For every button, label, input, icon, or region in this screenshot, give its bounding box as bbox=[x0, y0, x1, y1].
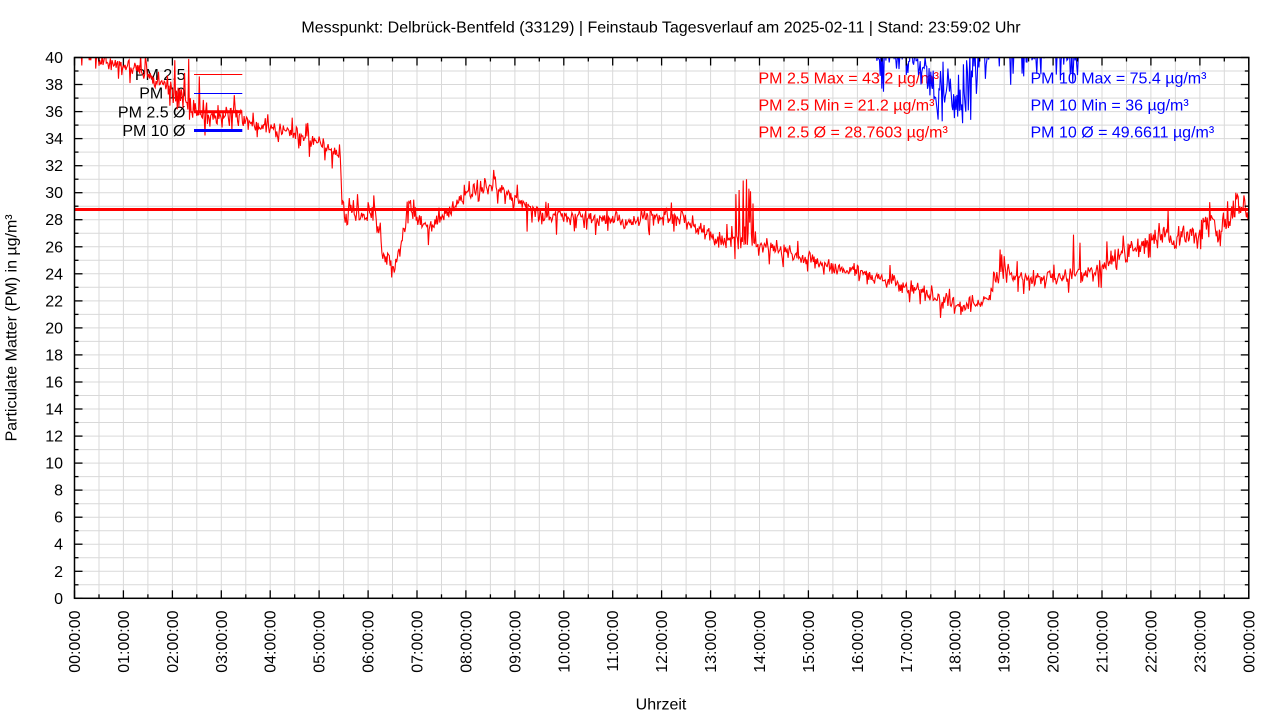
svg-text:32: 32 bbox=[45, 158, 63, 175]
svg-text:10:00:00: 10:00:00 bbox=[556, 610, 573, 672]
svg-text:11:00:00: 11:00:00 bbox=[605, 610, 622, 671]
svg-text:06:00:00: 06:00:00 bbox=[361, 610, 378, 672]
svg-text:10: 10 bbox=[45, 456, 63, 473]
svg-text:20: 20 bbox=[45, 320, 63, 337]
svg-text:04:00:00: 04:00:00 bbox=[263, 610, 280, 672]
svg-text:16:00:00: 16:00:00 bbox=[850, 610, 867, 672]
svg-text:36: 36 bbox=[45, 104, 63, 121]
svg-text:6: 6 bbox=[54, 510, 63, 527]
svg-text:2: 2 bbox=[54, 564, 63, 581]
svg-text:02:00:00: 02:00:00 bbox=[165, 610, 182, 672]
svg-text:PM 2.5 Ø: PM 2.5 Ø bbox=[118, 104, 186, 121]
svg-text:00:00:00: 00:00:00 bbox=[1241, 610, 1258, 672]
svg-text:PM 10 Ø: PM 10 Ø bbox=[122, 123, 185, 140]
svg-text:05:00:00: 05:00:00 bbox=[312, 610, 329, 672]
svg-text:38: 38 bbox=[45, 77, 63, 94]
svg-text:14: 14 bbox=[45, 401, 63, 418]
svg-text:24: 24 bbox=[45, 266, 63, 283]
svg-text:08:00:00: 08:00:00 bbox=[458, 610, 475, 672]
svg-text:34: 34 bbox=[45, 131, 63, 148]
svg-text:22: 22 bbox=[45, 293, 63, 310]
svg-text:17:00:00: 17:00:00 bbox=[899, 610, 916, 672]
svg-text:PM 2.5 Min = 21.2 µg/m³: PM 2.5 Min = 21.2 µg/m³ bbox=[759, 97, 936, 114]
svg-text:Particulate Matter (PM) in µg/: Particulate Matter (PM) in µg/m³ bbox=[3, 214, 20, 442]
svg-text:07:00:00: 07:00:00 bbox=[409, 610, 426, 672]
svg-text:PM 2.5 Max = 43.2 µg/m³: PM 2.5 Max = 43.2 µg/m³ bbox=[759, 70, 940, 87]
svg-text:PM 10 Min = 36 µg/m³: PM 10 Min = 36 µg/m³ bbox=[1031, 97, 1190, 114]
svg-text:26: 26 bbox=[45, 239, 63, 256]
svg-text:PM 2.5 Ø = 28.7603 µg/m³: PM 2.5 Ø = 28.7603 µg/m³ bbox=[759, 124, 949, 141]
svg-text:Uhrzeit: Uhrzeit bbox=[636, 696, 687, 713]
svg-text:4: 4 bbox=[54, 537, 63, 554]
svg-text:16: 16 bbox=[45, 374, 63, 391]
svg-text:28: 28 bbox=[45, 212, 63, 229]
svg-text:03:00:00: 03:00:00 bbox=[214, 610, 231, 672]
svg-text:22:00:00: 22:00:00 bbox=[1143, 610, 1160, 672]
svg-text:PM 2.5: PM 2.5 bbox=[135, 67, 186, 84]
svg-text:18:00:00: 18:00:00 bbox=[948, 610, 965, 672]
svg-text:09:00:00: 09:00:00 bbox=[507, 610, 524, 672]
svg-text:8: 8 bbox=[54, 483, 63, 500]
svg-text:18: 18 bbox=[45, 347, 63, 364]
svg-text:0: 0 bbox=[54, 591, 63, 608]
svg-text:PM 10 Max = 75.4 µg/m³: PM 10 Max = 75.4 µg/m³ bbox=[1031, 70, 1208, 87]
svg-text:19:00:00: 19:00:00 bbox=[997, 610, 1014, 672]
svg-text:20:00:00: 20:00:00 bbox=[1046, 610, 1063, 672]
svg-text:01:00:00: 01:00:00 bbox=[116, 610, 133, 672]
svg-text:00:00:00: 00:00:00 bbox=[67, 610, 84, 672]
svg-text:13:00:00: 13:00:00 bbox=[703, 610, 720, 672]
svg-text:30: 30 bbox=[45, 185, 63, 202]
svg-text:Messpunkt: Delbrück-Bentfeld (: Messpunkt: Delbrück-Bentfeld (33129) | F… bbox=[301, 19, 1021, 36]
svg-text:21:00:00: 21:00:00 bbox=[1094, 610, 1111, 672]
svg-text:40: 40 bbox=[45, 50, 63, 67]
svg-text:12:00:00: 12:00:00 bbox=[654, 610, 671, 672]
svg-text:15:00:00: 15:00:00 bbox=[801, 610, 818, 672]
svg-text:12: 12 bbox=[45, 429, 63, 446]
svg-text:PM 10 Ø = 49.6611 µg/m³: PM 10 Ø = 49.6611 µg/m³ bbox=[1031, 124, 1215, 141]
svg-text:14:00:00: 14:00:00 bbox=[752, 610, 769, 672]
svg-text:23:00:00: 23:00:00 bbox=[1192, 610, 1209, 672]
